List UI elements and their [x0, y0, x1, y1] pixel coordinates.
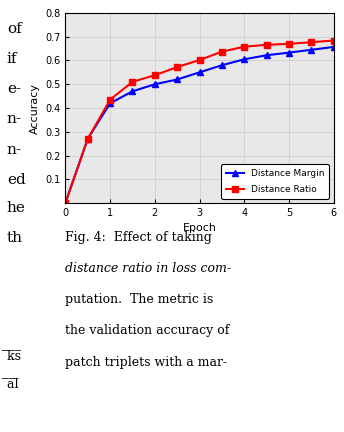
Distance Margin — [197, 70, 202, 75]
Text: th: th — [7, 231, 23, 245]
Distance Ratio — [153, 73, 157, 78]
Distance Margin — [309, 47, 313, 52]
Distance Ratio — [108, 97, 112, 102]
Distance Margin — [265, 53, 269, 58]
Distance Ratio — [332, 38, 336, 43]
Text: distance ratio in loss com-: distance ratio in loss com- — [65, 262, 232, 275]
Legend: Distance Margin, Distance Ratio: Distance Margin, Distance Ratio — [221, 164, 329, 199]
Y-axis label: Accuracy: Accuracy — [30, 83, 40, 133]
Distance Margin — [63, 200, 67, 206]
Distance Margin — [86, 137, 90, 142]
Text: n-: n- — [7, 112, 22, 126]
Line: Distance Margin: Distance Margin — [62, 44, 337, 206]
Text: of: of — [7, 22, 22, 35]
Distance Margin — [220, 63, 224, 68]
Text: ̅a̅l̅: ̅a̅l̅ — [7, 378, 18, 391]
Distance Ratio — [220, 49, 224, 54]
Distance Ratio — [197, 57, 202, 63]
Distance Margin — [332, 44, 336, 50]
Text: putation.  The metric is: putation. The metric is — [65, 293, 214, 306]
Text: if: if — [7, 52, 18, 66]
Distance Margin — [287, 50, 291, 55]
Distance Ratio — [242, 44, 246, 49]
Distance Margin — [153, 82, 157, 87]
Distance Margin — [242, 57, 246, 62]
Distance Ratio — [287, 41, 291, 47]
Distance Ratio — [130, 79, 135, 85]
Text: the validation accuracy of: the validation accuracy of — [65, 324, 230, 337]
Text: ̅k̅s̅: ̅k̅s̅ — [7, 350, 21, 363]
Distance Ratio — [265, 42, 269, 48]
Distance Ratio — [86, 137, 90, 142]
Distance Ratio — [63, 200, 67, 206]
Text: patch triplets with a mar-: patch triplets with a mar- — [65, 356, 227, 368]
Text: n-: n- — [7, 143, 22, 156]
Text: he: he — [7, 201, 26, 215]
Distance Ratio — [175, 64, 179, 70]
Text: ed: ed — [7, 173, 26, 187]
Text: e-: e- — [7, 82, 21, 96]
Distance Margin — [175, 77, 179, 82]
Text: Fig. 4:  Effect of taking: Fig. 4: Effect of taking — [65, 231, 212, 244]
X-axis label: Epoch: Epoch — [183, 223, 216, 233]
Line: Distance Ratio: Distance Ratio — [62, 37, 337, 206]
Distance Margin — [130, 89, 135, 94]
Distance Margin — [108, 101, 112, 106]
Distance Ratio — [309, 40, 313, 45]
